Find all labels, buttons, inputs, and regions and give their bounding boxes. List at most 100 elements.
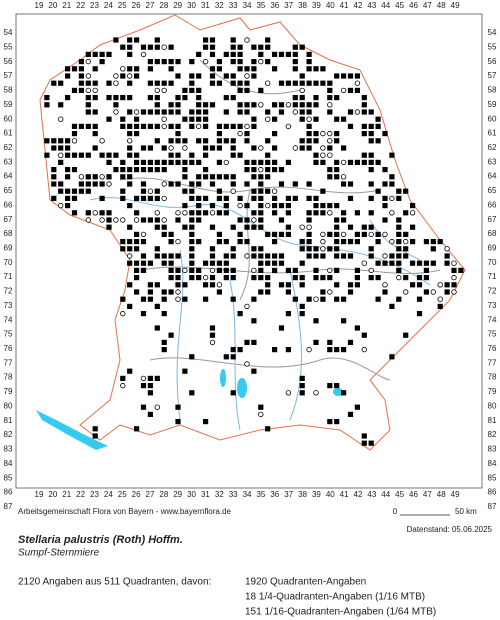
row-label: 86 bbox=[4, 488, 13, 497]
record-square bbox=[347, 239, 354, 245]
record-square bbox=[203, 116, 209, 122]
record-square bbox=[251, 102, 257, 108]
record-square bbox=[168, 66, 174, 72]
record-square bbox=[285, 159, 291, 165]
record-square bbox=[278, 167, 285, 173]
record-circle bbox=[265, 80, 271, 86]
record-square bbox=[140, 253, 147, 259]
record-square bbox=[313, 152, 319, 158]
record-square bbox=[272, 239, 278, 245]
record-square bbox=[341, 73, 347, 79]
record-square bbox=[154, 109, 160, 115]
record-square bbox=[203, 152, 209, 158]
record-square bbox=[265, 289, 271, 295]
record-square bbox=[396, 246, 402, 252]
record-square bbox=[154, 37, 160, 43]
record-circle bbox=[251, 267, 257, 274]
record-square bbox=[444, 282, 450, 288]
record-square bbox=[389, 253, 395, 259]
record-circle bbox=[175, 238, 181, 245]
record-square bbox=[161, 311, 167, 317]
record-square bbox=[334, 138, 340, 144]
record-square bbox=[361, 102, 367, 108]
record-square bbox=[265, 426, 271, 432]
record-circle bbox=[361, 260, 367, 266]
record-square bbox=[85, 188, 91, 194]
record-square bbox=[216, 80, 222, 86]
record-square bbox=[368, 138, 374, 144]
record-square bbox=[140, 260, 147, 266]
record-square bbox=[154, 375, 160, 381]
row-label: 82 bbox=[4, 430, 13, 439]
record-square bbox=[382, 131, 388, 137]
record-square bbox=[313, 159, 319, 165]
record-circle bbox=[327, 152, 333, 158]
record-square bbox=[292, 195, 298, 201]
record-square bbox=[347, 282, 354, 288]
record-square bbox=[209, 51, 216, 57]
record-square bbox=[175, 217, 181, 223]
record-square bbox=[65, 152, 71, 158]
record-square bbox=[140, 311, 147, 317]
record-square bbox=[389, 303, 395, 309]
record-square bbox=[127, 145, 133, 151]
record-circle bbox=[451, 274, 457, 281]
record-square bbox=[161, 59, 167, 65]
record-square bbox=[127, 282, 133, 288]
record-square bbox=[196, 116, 202, 122]
record-square bbox=[134, 289, 140, 295]
record-circle bbox=[161, 181, 167, 187]
record-square bbox=[230, 44, 236, 50]
record-circle bbox=[120, 66, 126, 72]
column-label: 26 bbox=[132, 1, 141, 10]
column-label: 42 bbox=[354, 1, 363, 10]
record-square bbox=[327, 174, 333, 180]
record-square bbox=[403, 246, 409, 252]
record-square bbox=[182, 87, 188, 93]
record-square bbox=[196, 267, 202, 273]
record-square bbox=[44, 152, 50, 158]
record-square bbox=[209, 73, 216, 79]
record-square bbox=[306, 131, 312, 137]
occurrence-dots bbox=[44, 37, 464, 446]
record-square bbox=[154, 138, 160, 144]
record-square bbox=[134, 210, 140, 216]
row-label: 58 bbox=[488, 86, 497, 95]
record-square bbox=[168, 275, 174, 281]
record-square bbox=[209, 260, 216, 266]
record-square bbox=[327, 109, 333, 115]
record-square bbox=[272, 260, 278, 266]
record-circle bbox=[113, 80, 119, 86]
record-square bbox=[416, 282, 423, 288]
record-square bbox=[258, 51, 264, 57]
record-square bbox=[216, 260, 222, 266]
record-square bbox=[334, 383, 340, 389]
record-square bbox=[430, 246, 436, 252]
record-square bbox=[71, 167, 78, 173]
record-square bbox=[182, 203, 188, 209]
record-circle bbox=[340, 231, 347, 238]
record-square bbox=[127, 37, 133, 43]
record-square bbox=[196, 275, 202, 281]
column-label: 27 bbox=[146, 490, 155, 499]
record-square bbox=[58, 138, 64, 144]
record-circle bbox=[85, 217, 91, 223]
record-square bbox=[230, 123, 236, 129]
record-square bbox=[230, 224, 236, 230]
record-circle bbox=[223, 159, 229, 166]
record-square bbox=[320, 210, 326, 216]
record-square bbox=[140, 383, 147, 389]
record-square bbox=[375, 116, 381, 122]
record-circle bbox=[126, 73, 133, 79]
record-square bbox=[299, 239, 305, 245]
record-circle bbox=[216, 282, 223, 288]
column-label: 24 bbox=[104, 490, 113, 499]
record-square bbox=[58, 159, 64, 165]
record-circle bbox=[340, 87, 347, 94]
lake bbox=[237, 378, 247, 398]
record-square bbox=[106, 95, 112, 101]
row-label: 64 bbox=[488, 172, 497, 181]
row-label: 80 bbox=[488, 401, 497, 410]
record-square bbox=[147, 59, 153, 65]
record-square bbox=[154, 246, 160, 252]
